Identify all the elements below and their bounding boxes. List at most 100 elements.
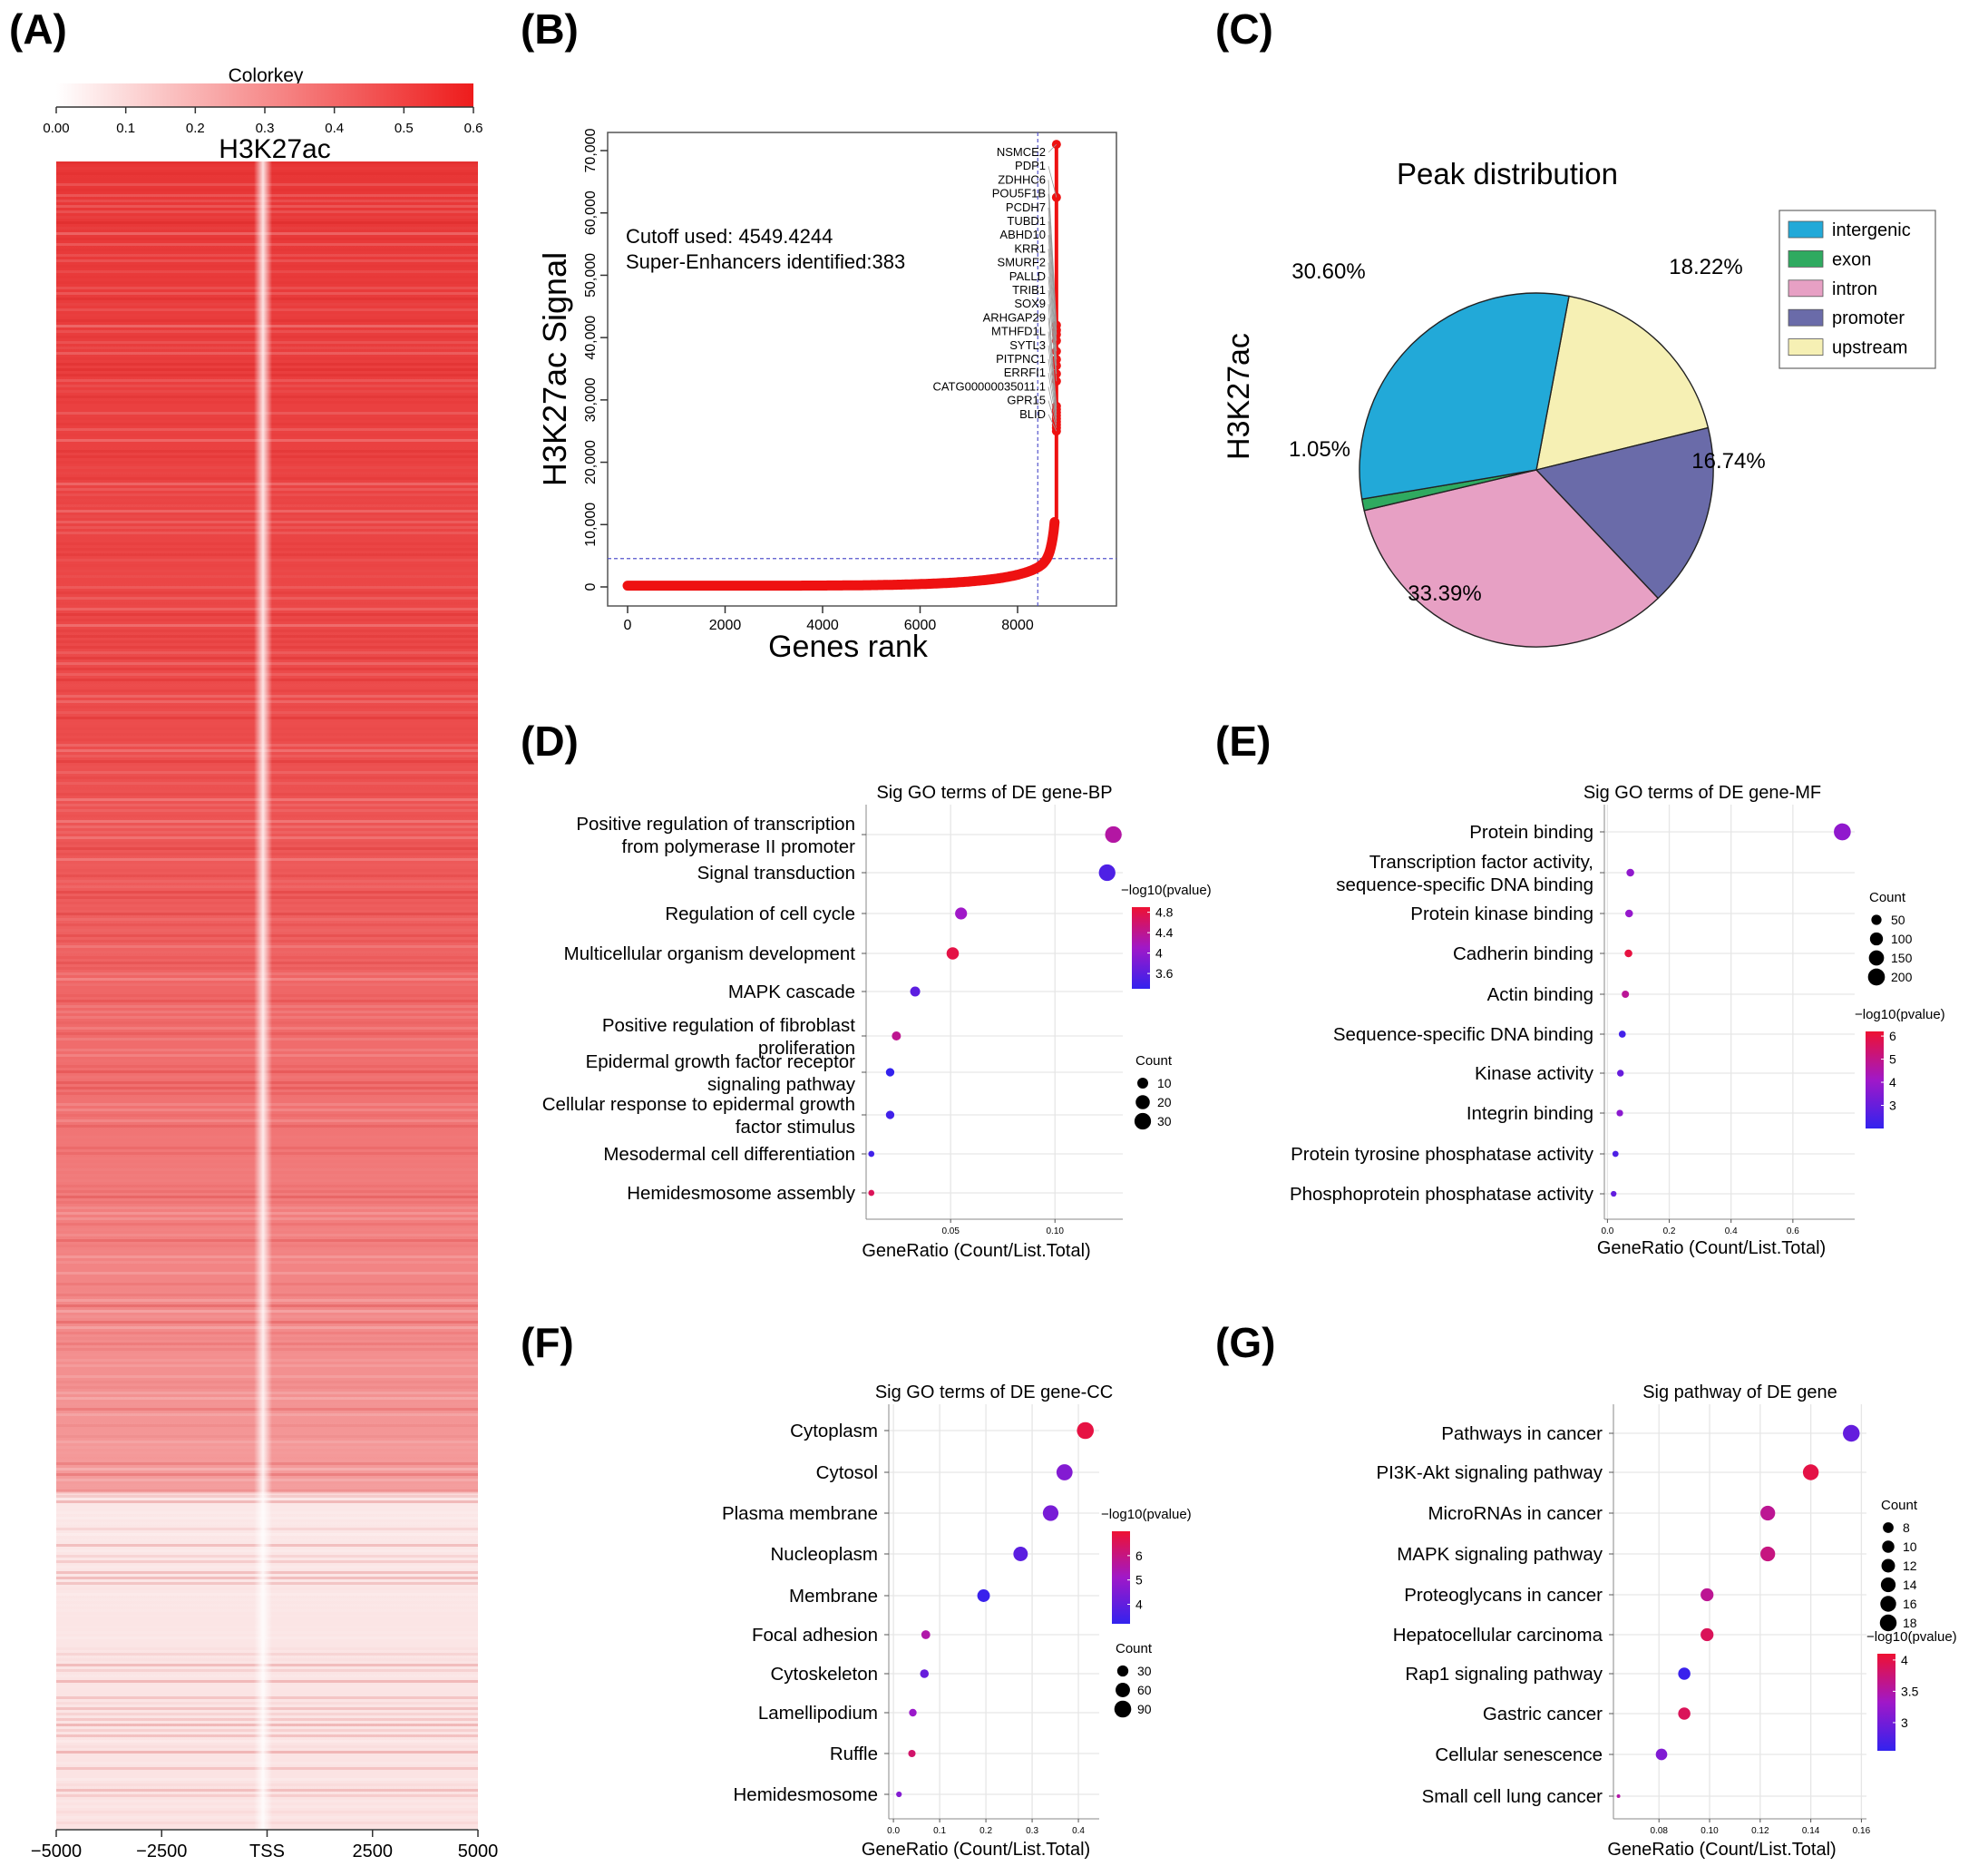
term-label: Transcription factor activity, [1369, 852, 1593, 873]
plot-area [866, 805, 1123, 1219]
gene-label: POU5F1B [992, 187, 1046, 200]
term-label: MicroRNAs in cancer [1428, 1503, 1603, 1524]
count-legend-label: 8 [1903, 1520, 1910, 1535]
term-label: Membrane [789, 1586, 878, 1607]
term-dot [1098, 864, 1116, 882]
term-label: Phosphoprotein phosphatase activity [1290, 1184, 1594, 1205]
pvalue-colorbar [1132, 907, 1150, 989]
term-label: Kinase activity [1475, 1063, 1594, 1084]
term-dot [977, 1589, 990, 1602]
term-dot [910, 986, 921, 997]
term-label: Gastric cancer [1483, 1704, 1603, 1724]
gene-leader-line [1048, 400, 1057, 428]
count-legend-dot [1114, 1700, 1132, 1718]
x-tick-label: 0.0 [1601, 1226, 1613, 1236]
rank-y-tick-label: 0 [583, 582, 599, 591]
colorkey-tick-label: 0.00 [43, 121, 69, 136]
term-label: MAPK cascade [728, 982, 855, 1002]
gene-leader-line [1048, 358, 1057, 419]
term-label: Cytoplasm [790, 1421, 878, 1441]
gene-label: TUBD1 [1007, 214, 1046, 228]
rank-x-tick-label: 0 [624, 618, 632, 633]
rank-x-tick-label: 8000 [1001, 618, 1034, 633]
pvalue-legend-title: −log10(pvalue) [1101, 1507, 1192, 1522]
term-dot [896, 1791, 902, 1798]
panel-label-d: (D) [521, 718, 579, 765]
pie-slice-promoter [1535, 426, 1714, 600]
legend-label-exon: exon [1832, 249, 1871, 269]
count-legend-dot [1867, 968, 1886, 986]
heatmap-x-tick-label: −2500 [136, 1842, 187, 1861]
term-label: signaling pathway [707, 1074, 856, 1095]
term-label: Cellular response to epidermal growth [542, 1094, 855, 1115]
legend-label-intron: intron [1832, 279, 1877, 299]
count-legend-label: 100 [1891, 932, 1913, 946]
pvalue-tick-label: 3.5 [1901, 1684, 1919, 1698]
term-dot [885, 1068, 895, 1077]
term-dot [1624, 909, 1633, 918]
rank-plot-ticks: 0 2000 4000 6000 8000 0 10,000 20,000 30,000 40,0… [583, 128, 1034, 633]
term-dot [1042, 1505, 1059, 1521]
term-dot [1843, 1424, 1860, 1442]
x-tick-label: 0.3 [1026, 1826, 1038, 1836]
colorkey-tick-label: 0.2 [186, 121, 205, 136]
pie-label-intron: 33.39% [1408, 581, 1481, 606]
count-legend-dot [1880, 1596, 1896, 1612]
panel-label-b: (B) [521, 5, 579, 53]
count-legend-label: 30 [1157, 1114, 1172, 1128]
term-dot [1616, 1070, 1624, 1077]
gene-label: NSMCE2 [997, 145, 1046, 159]
rank-plot-reference-lines [608, 132, 1116, 606]
gene-label: TRIB1 [1012, 283, 1046, 297]
term-label: Cellular senescence [1435, 1744, 1603, 1765]
pvalue-tick-label: 5 [1135, 1573, 1143, 1588]
term-label: Rap1 signaling pathway [1405, 1664, 1603, 1685]
count-legend-dot [1883, 1522, 1894, 1533]
gene-leader-line [1048, 220, 1057, 341]
pvalue-tick-label: 6 [1889, 1029, 1896, 1043]
gene-leader-line [1048, 262, 1057, 366]
pie-label-intergenic: 30.60% [1291, 259, 1365, 284]
term-label: Actin binding [1487, 984, 1593, 1005]
term-dot [1802, 1464, 1819, 1480]
term-dot [921, 1630, 931, 1639]
plot-area [1604, 805, 1855, 1219]
pie-labels: 18.22% 16.74% 33.39% 1.05% 30.60% [1289, 255, 1766, 606]
count-legend-dot [1116, 1665, 1129, 1677]
pvalue-tick-label: 3 [1901, 1715, 1908, 1730]
term-dot [1655, 1748, 1668, 1761]
gene-label: CATG00000035011.1 [932, 379, 1046, 393]
gene-label: PALLD [1009, 269, 1046, 283]
legend-swatch-intergenic [1788, 220, 1824, 239]
term-label: Small cell lung cancer [1422, 1786, 1603, 1807]
pvalue-colorbar [1866, 1031, 1884, 1128]
gene-leader-line [1048, 386, 1057, 425]
dotplot-xlabel: GeneRatio (Count/List.Total) [1607, 1840, 1836, 1860]
count-legend-label: 30 [1137, 1664, 1152, 1678]
gene-leader-line [1048, 318, 1057, 410]
gene-leader-line [1048, 289, 1057, 382]
gene-label: MTHFD1L [991, 325, 1046, 338]
pie-legend: intergenic exon intron promoter upstream [1788, 220, 1911, 358]
pvalue-tick-label: 4 [1901, 1653, 1908, 1667]
term-dot [1760, 1505, 1776, 1521]
pie-label-exon: 1.05% [1289, 437, 1350, 462]
term-dot [1077, 1421, 1095, 1440]
count-legend-title: Count [1135, 1053, 1173, 1069]
gene-leader-line [1048, 331, 1057, 413]
legend-label-promoter: promoter [1832, 308, 1905, 328]
term-dot [885, 1110, 895, 1119]
heatmap-x-tick-label: 2500 [353, 1842, 394, 1861]
panel-f-dotplot: Sig GO terms of DE gene-CC GeneRatio (Cou… [722, 1382, 1192, 1860]
term-dot [868, 1189, 875, 1197]
x-tick-label: 0.14 [1802, 1826, 1820, 1836]
legend-label-upstream: upstream [1832, 338, 1907, 358]
count-legend-dot [1116, 1683, 1130, 1697]
pie-label-promoter: 16.74% [1691, 449, 1765, 474]
term-dot [1616, 1109, 1623, 1117]
gene-label: ARHGAP29 [983, 310, 1046, 324]
pvalue-tick-label: 4 [1155, 946, 1163, 961]
pvalue-tick-label: 3.6 [1155, 966, 1174, 981]
term-dot [1622, 990, 1630, 999]
term-label: Protein kinase binding [1410, 904, 1593, 924]
